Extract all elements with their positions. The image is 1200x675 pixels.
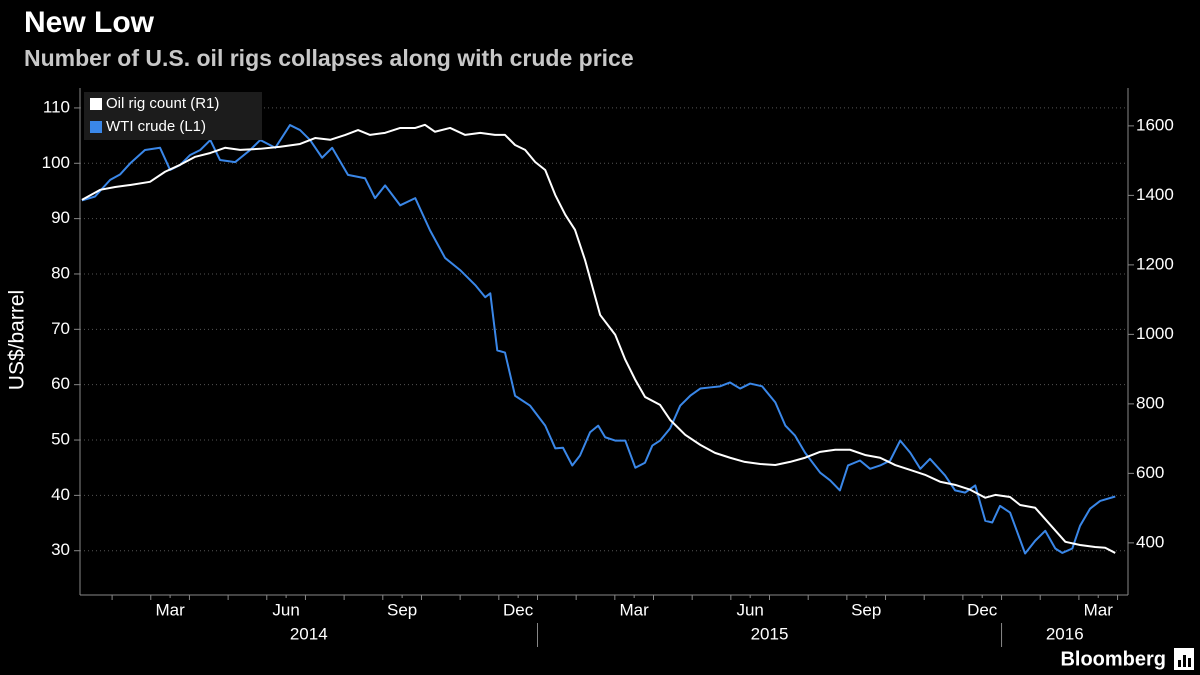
chart-subtitle: Number of U.S. oil rigs collapses along … bbox=[24, 45, 634, 71]
x-tick-label: Jun bbox=[736, 600, 763, 619]
year-label: 2014 bbox=[290, 624, 328, 643]
source-label: Bloomberg bbox=[1060, 648, 1166, 670]
y-tick-label: 100 bbox=[42, 153, 70, 172]
y-axis-label: US$/barrel bbox=[6, 290, 29, 390]
y2-tick-label: 1000 bbox=[1136, 324, 1174, 343]
x-tick-label: Jun bbox=[272, 600, 299, 619]
legend-label: WTI crude (L1) bbox=[106, 118, 206, 135]
x-tick-label: Sep bbox=[387, 600, 417, 619]
logo-bar bbox=[1183, 655, 1186, 667]
logo-bar bbox=[1178, 660, 1181, 667]
y-tick-label: 90 bbox=[51, 208, 70, 227]
y-tick-label: 70 bbox=[51, 319, 70, 338]
x-tick-label: Mar bbox=[1084, 600, 1114, 619]
y-tick-label: 110 bbox=[43, 97, 70, 116]
data-line bbox=[81, 123, 1116, 554]
logo-bar bbox=[1188, 658, 1191, 667]
y2-tick-label: 400 bbox=[1136, 532, 1164, 551]
x-tick-label: Dec bbox=[967, 600, 998, 619]
x-tick-label: Mar bbox=[155, 600, 185, 619]
y-tick-label: 50 bbox=[51, 430, 70, 449]
y2-tick-label: 600 bbox=[1136, 463, 1164, 482]
legend-box bbox=[84, 92, 262, 140]
data-line bbox=[81, 124, 1116, 555]
y2-tick-label: 1200 bbox=[1136, 254, 1174, 273]
y-tick-label: 80 bbox=[51, 263, 70, 282]
x-tick-label: Mar bbox=[620, 600, 650, 619]
chart-title: New Low bbox=[24, 6, 155, 39]
year-label: 2016 bbox=[1046, 624, 1084, 643]
legend-swatch bbox=[90, 98, 102, 110]
legend-label: Oil rig count (R1) bbox=[106, 95, 219, 112]
y-tick-label: 30 bbox=[51, 540, 70, 559]
y-tick-label: 40 bbox=[51, 485, 70, 504]
y-tick-label: 60 bbox=[51, 374, 70, 393]
legend-swatch bbox=[90, 121, 102, 133]
year-label: 2015 bbox=[751, 624, 789, 643]
y2-tick-label: 800 bbox=[1136, 393, 1164, 412]
source-logo bbox=[1174, 648, 1194, 670]
y2-tick-label: 1400 bbox=[1136, 185, 1174, 204]
x-tick-label: Dec bbox=[503, 600, 534, 619]
x-tick-label: Sep bbox=[851, 600, 881, 619]
legend: Oil rig count (R1) WTI crude (L1) bbox=[84, 92, 262, 140]
y2-tick-label: 1600 bbox=[1136, 115, 1174, 134]
